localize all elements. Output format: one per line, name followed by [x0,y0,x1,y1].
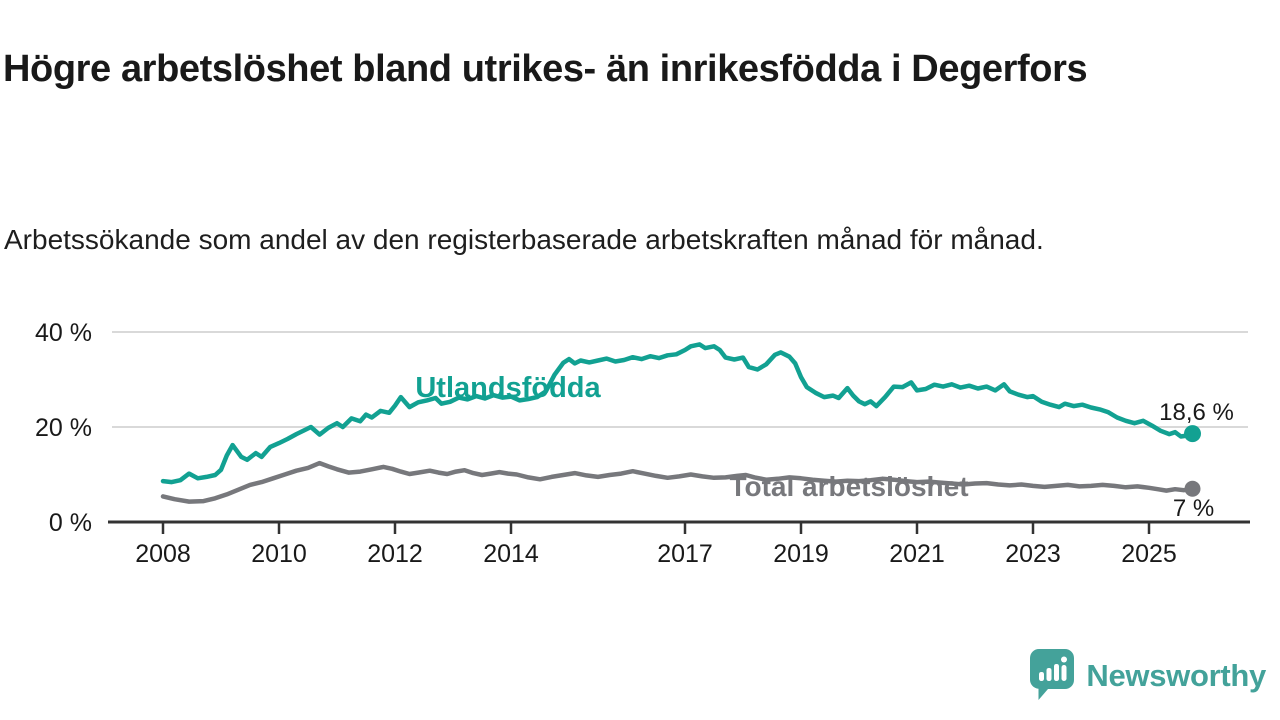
x-axis-label-2023: 2023 [1005,540,1061,568]
x-axis-label-2010: 2010 [251,540,307,568]
series-label-utlandsfodda: Utlandsfödda [415,372,601,404]
series-line-utlandsfodda [160,342,1195,485]
chart-subtitle: Arbetssökande som andel av den registerb… [4,224,1044,255]
y-axis-label-20: 20 % [35,414,92,442]
series-label-total: Total arbetslöshet [729,471,968,502]
series-end-dot-total [1184,480,1201,497]
newsworthy-logo: Newsworthy [1028,648,1266,704]
end-value-label-total: 7 % [1173,495,1214,522]
end-value-label-utlandsfodda: 18,6 % [1159,399,1234,426]
page-title: Högre arbetslöshet bland utrikes- än inr… [3,48,1088,91]
series-line-total [160,460,1195,504]
x-axis-label-2012: 2012 [367,540,423,568]
x-axis-label-2014: 2014 [483,540,539,568]
x-axis-label-2021: 2021 [889,540,945,568]
x-axis-label-2025: 2025 [1121,540,1177,568]
newsworthy-bubble-chart-icon [1028,647,1076,706]
y-axis-label-0: 0 % [49,509,92,537]
series-end-dot-utlandsfodda [1184,425,1201,443]
newsworthy-brand-name: Newsworthy [1086,658,1266,693]
x-axis-label-2008: 2008 [135,540,191,568]
y-axis-label-40: 40 % [35,319,92,347]
x-axis-label-2017: 2017 [657,540,713,568]
x-axis-label-2019: 2019 [773,540,829,568]
